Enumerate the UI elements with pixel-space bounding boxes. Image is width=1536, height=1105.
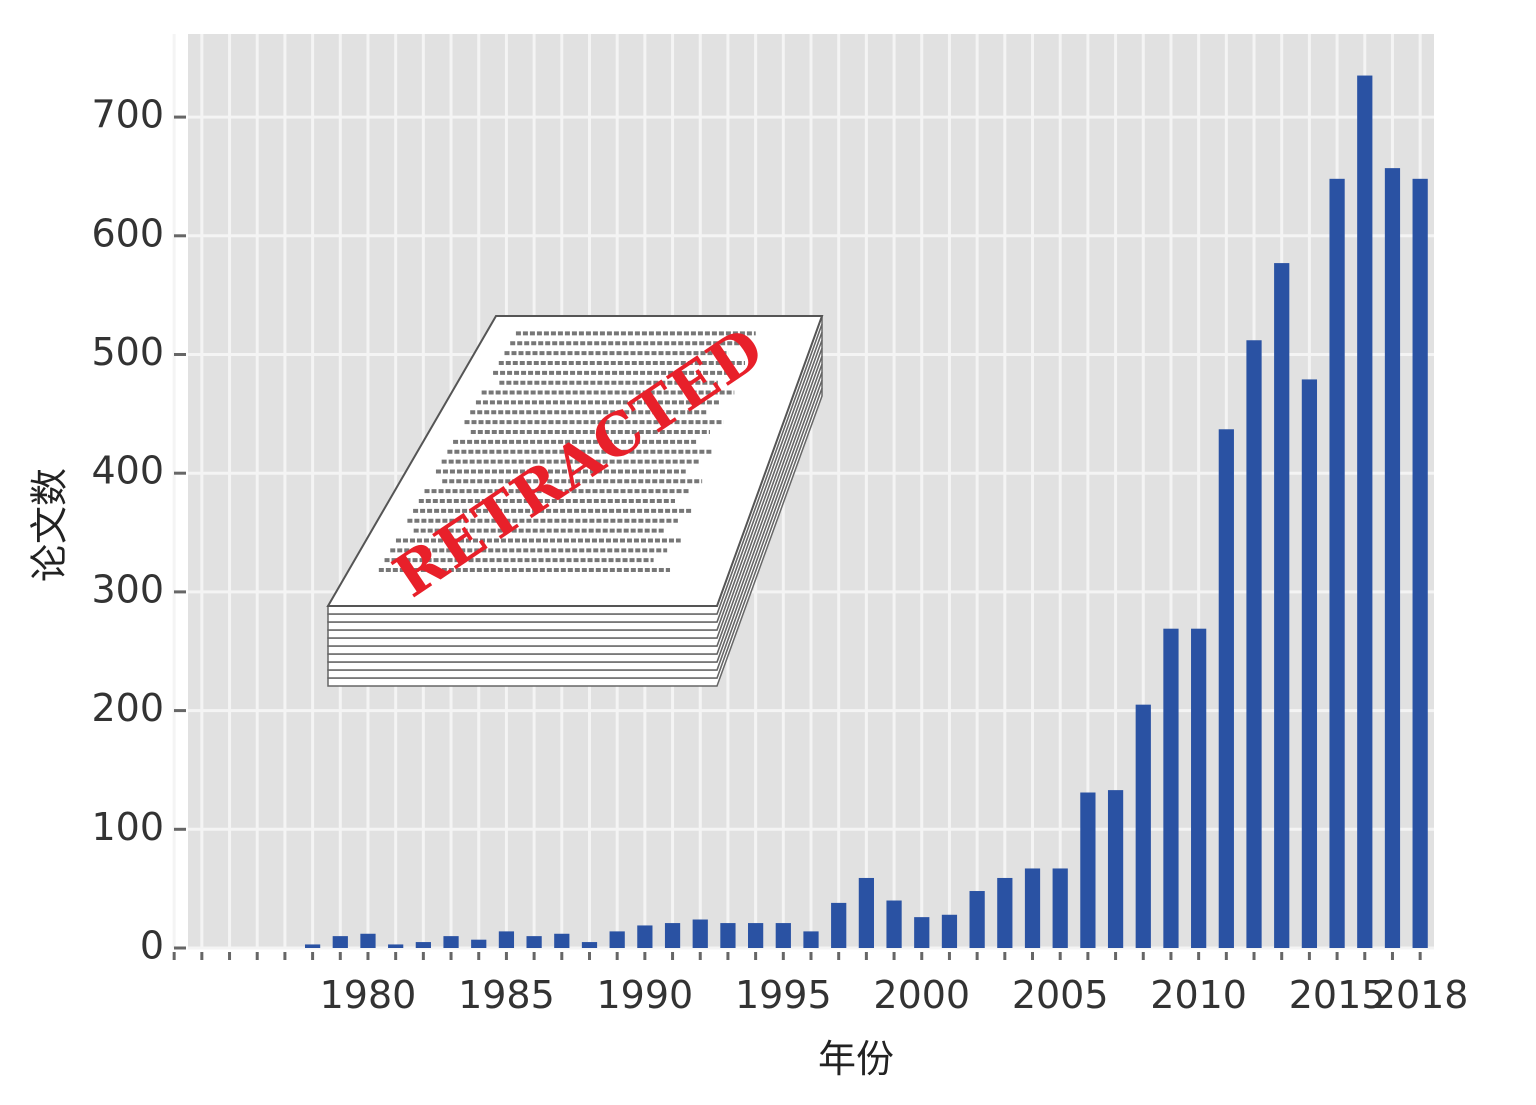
bar-2010 <box>1191 628 1207 948</box>
bar-1989 <box>609 931 625 948</box>
bar-2017 <box>1384 168 1401 949</box>
bar-2004 <box>1024 868 1041 948</box>
x-tick-label: 1995 <box>735 973 832 1017</box>
y-tick-label: 700 <box>91 93 164 137</box>
y-tick-label: 500 <box>91 330 164 374</box>
y-tick-label: 200 <box>91 686 164 730</box>
bar-2000 <box>914 917 930 948</box>
bar-1980 <box>360 933 376 948</box>
bar-2012 <box>1246 340 1262 948</box>
x-tick-label: 2018 <box>1372 973 1469 1017</box>
bar-1985 <box>498 931 515 948</box>
bar-2002 <box>969 891 985 948</box>
bar-1986 <box>526 936 542 948</box>
y-tick-label: 0 <box>140 924 164 968</box>
paper-text-lines <box>378 331 756 573</box>
bar-2009 <box>1163 628 1179 948</box>
bar-2001 <box>941 914 958 948</box>
x-tick-label: 1985 <box>458 973 555 1017</box>
y-tick-label: 300 <box>91 567 164 611</box>
x-tick-label: 2010 <box>1150 973 1247 1017</box>
bar-1996 <box>803 931 819 948</box>
bar-2003 <box>997 877 1013 948</box>
bar-2014 <box>1301 379 1318 948</box>
bar-1992 <box>692 919 708 948</box>
bar-1987 <box>554 933 570 948</box>
x-tick-label: 1990 <box>597 973 694 1017</box>
bar-1997 <box>831 902 847 948</box>
bar-1991 <box>664 923 681 948</box>
bar-series <box>304 75 1428 949</box>
bar-1993 <box>720 923 736 948</box>
bar-1990 <box>637 925 653 948</box>
bar-1981 <box>388 944 404 948</box>
y-axis-label: 论文数 <box>28 468 72 582</box>
bar-1994 <box>748 923 764 948</box>
y-tick-label: 600 <box>91 211 164 255</box>
y-tick-label: 400 <box>91 449 164 493</box>
x-tick-label: 2015 <box>1289 973 1386 1017</box>
retracted-paper-illustration: RETRACTED <box>326 313 824 687</box>
x-axis-label: 年份 <box>818 1037 894 1081</box>
bar-2011 <box>1218 429 1234 948</box>
bar-2007 <box>1107 790 1124 948</box>
bar-2006 <box>1080 792 1096 948</box>
bar-1978 <box>304 944 321 948</box>
bar-2013 <box>1274 263 1290 948</box>
bar-1983 <box>443 936 459 948</box>
x-tick-label: 1980 <box>320 973 417 1017</box>
bar-1998 <box>858 877 874 948</box>
bar-2005 <box>1052 868 1068 948</box>
bar-1995 <box>775 923 791 948</box>
y-tick-label: 100 <box>91 805 164 849</box>
bar-1982 <box>415 942 431 948</box>
bar-2016 <box>1357 75 1373 948</box>
x-tick-label: 2005 <box>1012 973 1109 1017</box>
paper-stack <box>327 315 823 687</box>
bar-2018 <box>1412 178 1428 949</box>
bar-1979 <box>332 936 348 948</box>
bar-1984 <box>471 939 487 948</box>
bar-2008 <box>1135 704 1151 948</box>
bar-1988 <box>581 942 598 948</box>
bar-2015 <box>1329 178 1345 949</box>
x-tick-label: 2000 <box>873 973 970 1017</box>
y-axis-ticks: 0 100 200 300 400 500 600 700 <box>91 93 186 968</box>
bar-1999 <box>886 900 902 948</box>
